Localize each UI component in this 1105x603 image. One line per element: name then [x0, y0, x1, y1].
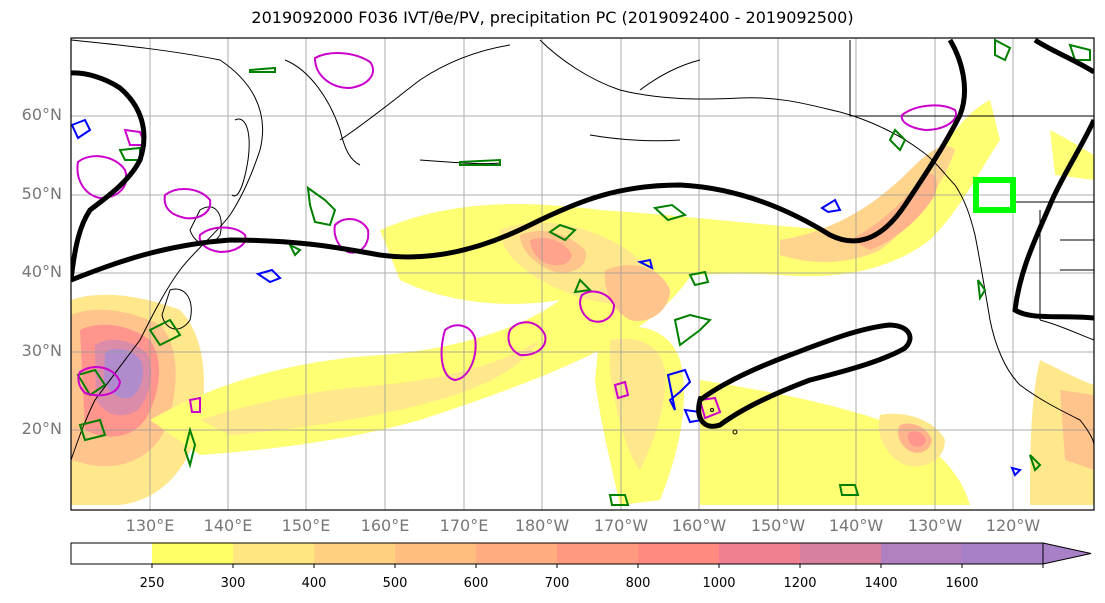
ivt-shading	[71, 100, 1094, 505]
lon-label-150e: 150°E	[281, 516, 331, 535]
lon-label-120w: 120°W	[985, 516, 1041, 535]
colorbar-segment	[719, 543, 801, 564]
colorbar-segment	[881, 543, 963, 564]
highlight-box	[973, 177, 1016, 213]
colorbar-segment	[800, 543, 882, 564]
colorbar-segment	[476, 543, 558, 564]
coastlines	[71, 39, 1094, 461]
colorbar-segment	[233, 543, 315, 564]
lat-label-40: 40°N	[21, 262, 62, 281]
lon-label-140w: 140°W	[828, 516, 884, 535]
theta-e-contours	[71, 38, 1094, 429]
colorbar-label-250: 250	[139, 576, 165, 591]
colorbar-label-500: 500	[382, 576, 408, 591]
lat-label-20: 20°N	[21, 419, 62, 438]
colorbar	[70, 542, 1092, 568]
lon-label-160w: 160°W	[671, 516, 727, 535]
lon-label-170w: 170°W	[593, 516, 649, 535]
colorbar-label-700: 700	[544, 576, 570, 591]
colorbar-segment	[314, 543, 396, 564]
colorbar-label-1000: 1000	[702, 576, 736, 591]
colorbar-label-800: 800	[625, 576, 651, 591]
lon-label-130e: 130°E	[125, 516, 175, 535]
lon-label-140e: 140°E	[203, 516, 253, 535]
graticule	[71, 38, 1094, 510]
colorbar-label-300: 300	[220, 576, 246, 591]
colorbar-label-1400: 1400	[864, 576, 898, 591]
colorbar-segment	[962, 543, 1044, 564]
lon-label-170e: 170°E	[439, 516, 489, 535]
lat-label-60: 60°N	[21, 105, 62, 124]
map-border	[70, 37, 1095, 511]
colorbar-label-1600: 1600	[945, 576, 979, 591]
colorbar-label-400: 400	[301, 576, 327, 591]
colorbar-label-600: 600	[463, 576, 489, 591]
lat-label-30: 30°N	[21, 341, 62, 360]
colorbar-segment	[71, 543, 153, 564]
lon-label-180w: 180°W	[514, 516, 570, 535]
colorbar-label-1200: 1200	[783, 576, 817, 591]
colorbar-segment	[557, 543, 639, 564]
colorbar-segment	[638, 543, 720, 564]
colorbar-segment	[395, 543, 477, 564]
pv-contours-blue	[71, 118, 1022, 477]
pv-contours-magenta	[76, 52, 957, 420]
lon-label-130w: 130°W	[907, 516, 963, 535]
lon-label-160e: 160°E	[360, 516, 410, 535]
lat-label-50: 50°N	[21, 184, 62, 203]
lon-label-150w: 150°W	[750, 516, 806, 535]
colorbar-extension	[1042, 542, 1092, 565]
colorbar-segment	[152, 543, 234, 564]
page-title: 2019092000 F036 IVT/θe/PV, precipitation…	[251, 8, 854, 27]
